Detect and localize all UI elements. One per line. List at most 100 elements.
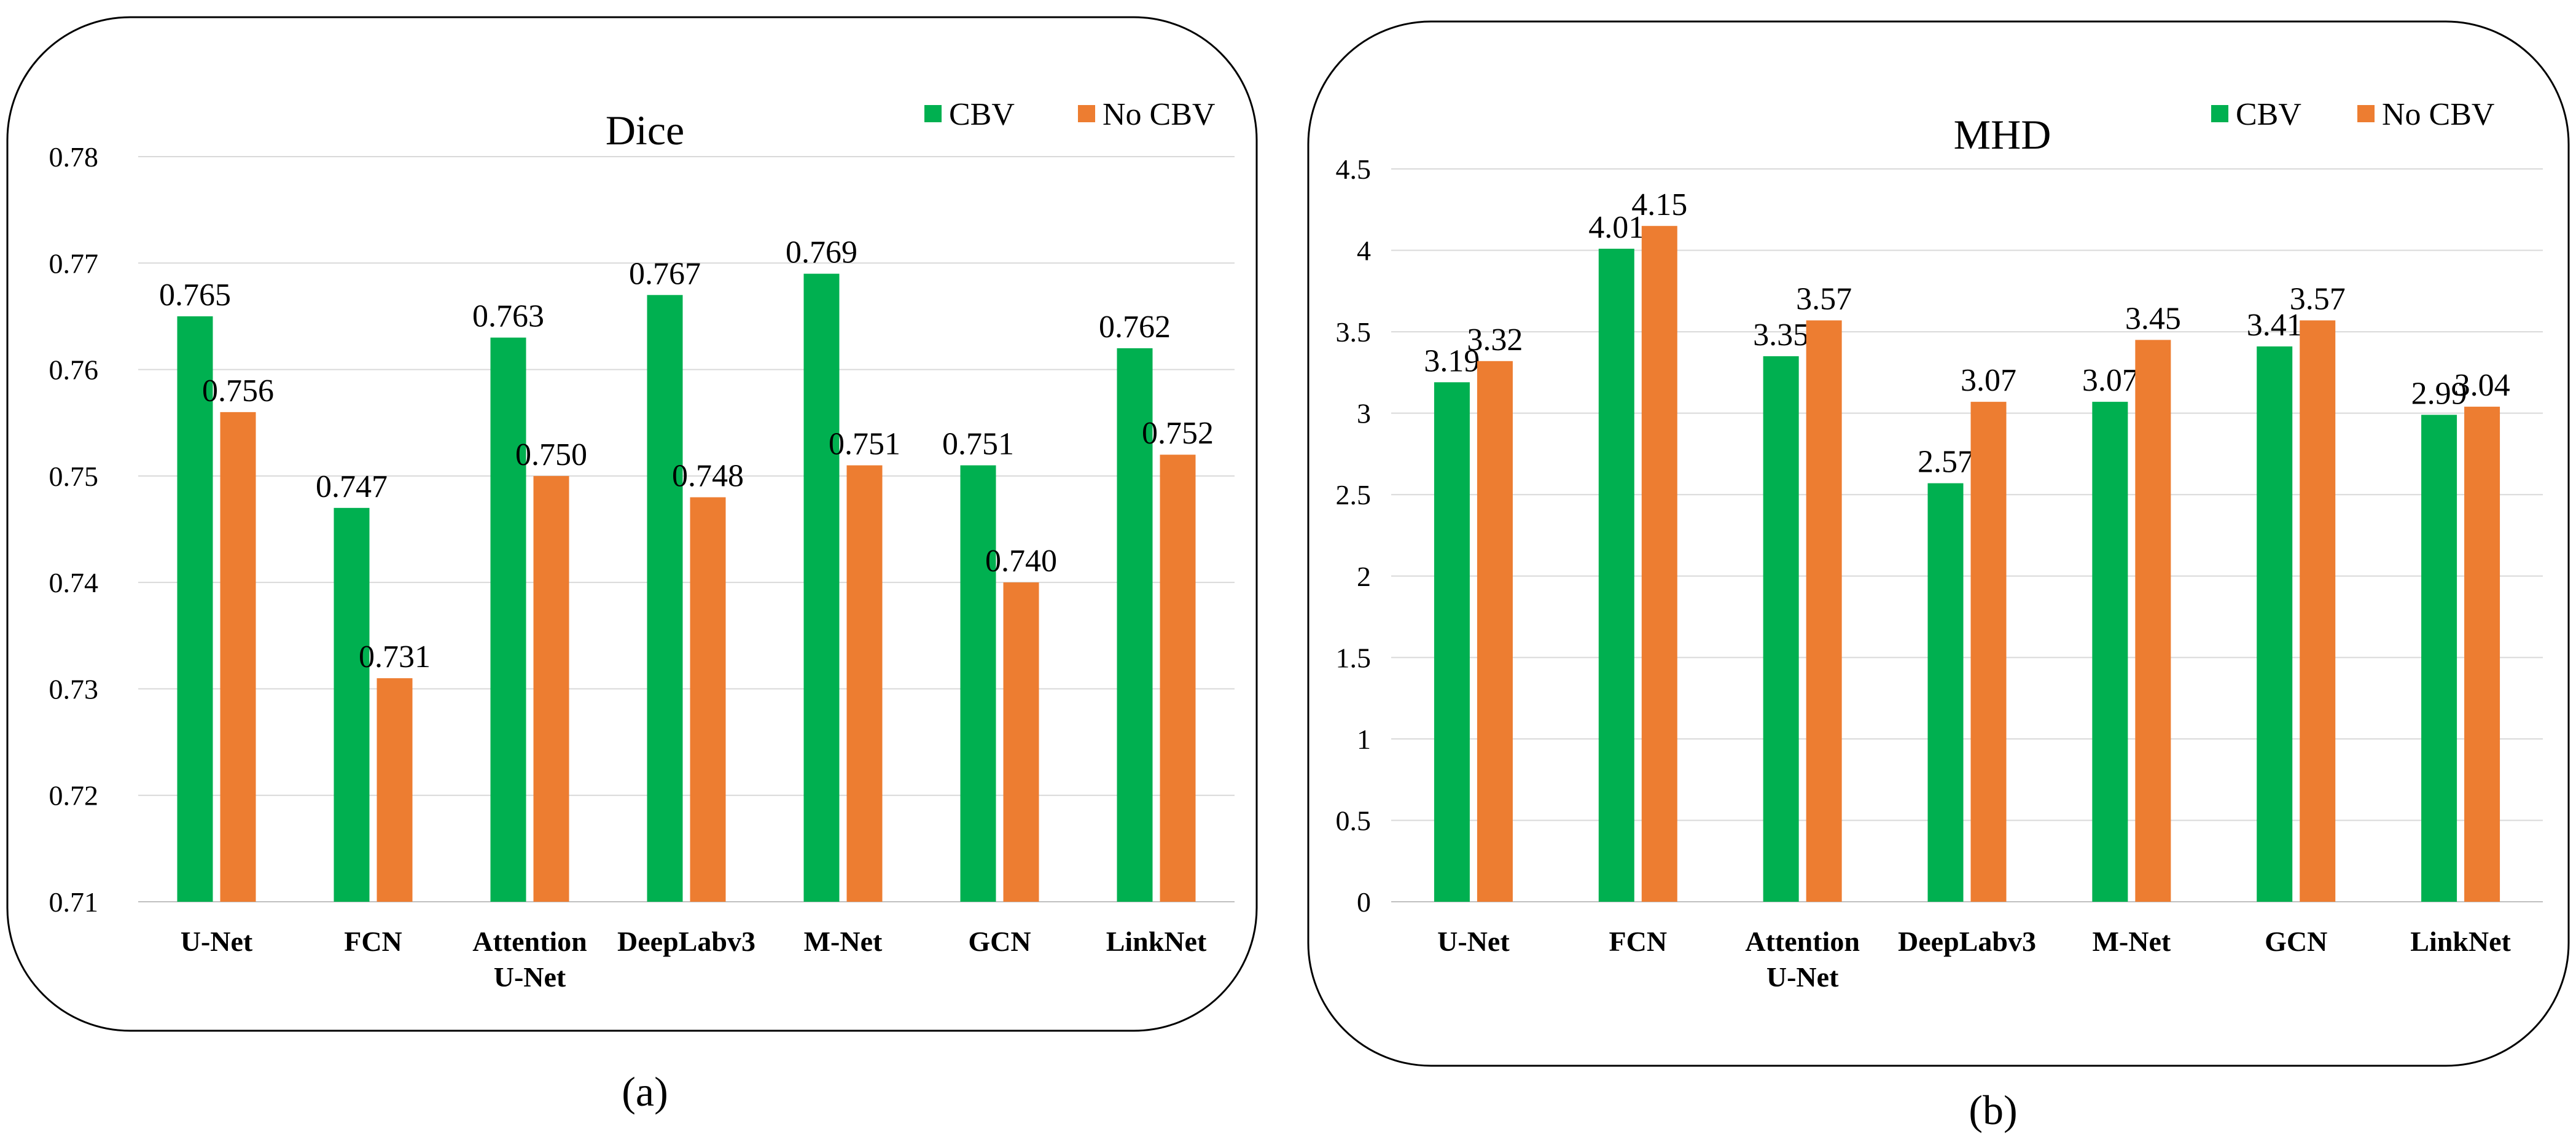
- y-tick-label: 0: [1357, 886, 1371, 918]
- x-category-line: DeepLabv3: [617, 926, 755, 957]
- bar-cbv: [2257, 346, 2293, 902]
- legend-label: CBV: [2236, 97, 2301, 132]
- bar-cbv: [1927, 483, 1964, 902]
- legend-label: No CBV: [2382, 97, 2494, 132]
- x-category-label: FCN: [344, 926, 402, 957]
- y-tick-label: 0.5: [1336, 805, 1372, 836]
- bar-no-cbv: [1641, 225, 1677, 902]
- bar-no-cbv: [1806, 320, 1842, 902]
- data-label: 0.751: [829, 427, 900, 462]
- bar-cbv: [177, 316, 213, 902]
- data-label: 0.731: [359, 639, 431, 674]
- data-label: 0.769: [786, 235, 857, 270]
- x-category-label: U-Net: [1437, 926, 1510, 957]
- y-tick-label: 0.75: [49, 461, 99, 492]
- y-tick-label: 4.5: [1336, 154, 1372, 185]
- data-label: 3.04: [2454, 368, 2510, 403]
- chart-dice: Dice 0.71 0.72 0.73 0.74 0.75 0.76 0.77 0.78 0.76…: [49, 97, 1235, 993]
- data-label: 3.35: [1753, 318, 1809, 353]
- data-label: 3.41: [2247, 308, 2303, 343]
- bar-no-cbv: [220, 412, 256, 902]
- bar-no-cbv: [377, 678, 413, 902]
- y-tick-label: 0.78: [49, 141, 99, 173]
- data-label: 0.740: [985, 544, 1057, 579]
- data-label: 4.15: [1631, 187, 1687, 222]
- x-category-line: FCN: [1609, 926, 1668, 957]
- y-tick-label: 3.5: [1336, 316, 1372, 348]
- bar-cbv: [647, 295, 683, 902]
- bar-no-cbv: [2464, 407, 2500, 902]
- y-tick-label: 0.76: [49, 354, 99, 386]
- x-category-line: GCN: [2265, 926, 2327, 957]
- bar-no-cbv: [846, 465, 883, 902]
- legend-swatch-cbv: [2211, 105, 2228, 122]
- data-label: 3.57: [1796, 282, 1852, 317]
- bar-cbv: [490, 337, 526, 902]
- x-category-label: GCN: [968, 926, 1031, 957]
- bar-cbv: [960, 465, 996, 902]
- y-tick-label: 0.71: [49, 886, 99, 918]
- x-category-line: U-Net: [1766, 961, 1839, 993]
- legend-label: CBV: [949, 97, 1015, 132]
- y-tick-label: 3: [1357, 398, 1371, 429]
- x-category-line: U-Net: [1437, 926, 1510, 957]
- chart-mhd: MHD 0 0.5 1 1.5 2 2.5 3 3.5 4 4.5 3.193.32 U-Net 4.01…: [1336, 97, 2543, 993]
- bar-cbv: [2092, 402, 2128, 902]
- y-tick-label: 2: [1357, 561, 1371, 592]
- data-label: 3.19: [1424, 343, 1480, 378]
- bar-cbv: [1117, 348, 1153, 902]
- data-label: 0.767: [629, 256, 701, 291]
- bar-cbv: [1763, 356, 1799, 902]
- legend-swatch-no-cbv: [1078, 105, 1095, 122]
- x-category-line: M-Net: [2093, 926, 2171, 957]
- chart-title: MHD: [1954, 111, 2051, 158]
- panel-a-frame: [6, 16, 1258, 1032]
- x-category-label: U-Net: [181, 926, 253, 957]
- data-label: 0.748: [672, 459, 744, 494]
- bar-no-cbv: [690, 497, 726, 902]
- data-label: 3.32: [1467, 322, 1523, 358]
- y-tick-label: 0.72: [49, 780, 99, 811]
- x-category-line: Attention: [1745, 926, 1860, 957]
- bar-no-cbv: [2135, 340, 2171, 902]
- x-category-line: LinkNet: [1106, 926, 1207, 957]
- x-category-label: LinkNet: [1106, 926, 1207, 957]
- x-category-label: Attention U-Net: [472, 926, 587, 993]
- data-label: 0.765: [159, 278, 231, 313]
- legend-swatch-cbv: [924, 105, 942, 122]
- x-category-line: U-Net: [181, 926, 253, 957]
- legend-swatch-no-cbv: [2357, 105, 2375, 122]
- x-category-label: DeepLabv3: [1898, 926, 2036, 957]
- panel-a-caption: (a): [622, 1068, 668, 1115]
- x-category-line: U-Net: [494, 961, 566, 993]
- y-tick-label: 0.73: [49, 673, 99, 705]
- bar-cbv: [1598, 248, 1634, 902]
- bar-no-cbv: [1970, 402, 2007, 902]
- data-label: 0.752: [1142, 416, 1214, 451]
- data-label: 3.57: [2290, 282, 2346, 317]
- bar-cbv: [2421, 415, 2457, 902]
- data-label: 3.07: [2082, 363, 2138, 398]
- x-category-line: FCN: [344, 926, 402, 957]
- x-category-line: M-Net: [804, 926, 883, 957]
- data-label: 3.45: [2125, 301, 2181, 336]
- data-label: 0.762: [1099, 310, 1171, 345]
- legend-label: No CBV: [1103, 97, 1215, 132]
- x-category-label: M-Net: [2093, 926, 2171, 957]
- data-label: 3.07: [1961, 363, 2016, 398]
- data-label: 0.750: [515, 437, 587, 472]
- bar-no-cbv: [1160, 455, 1196, 902]
- bar-cbv: [1434, 382, 1470, 902]
- y-tick-label: 4: [1357, 235, 1371, 267]
- bar-no-cbv: [533, 475, 569, 902]
- x-category-label: M-Net: [804, 926, 883, 957]
- data-label: 2.57: [1918, 445, 1973, 480]
- y-tick-label: 1: [1357, 724, 1371, 755]
- x-category-line: DeepLabv3: [1898, 926, 2036, 957]
- data-label: 0.756: [202, 373, 274, 408]
- x-category-label: GCN: [2265, 926, 2327, 957]
- data-label: 0.747: [316, 469, 388, 504]
- data-label: 4.01: [1588, 210, 1644, 245]
- data-label: 0.751: [942, 427, 1014, 462]
